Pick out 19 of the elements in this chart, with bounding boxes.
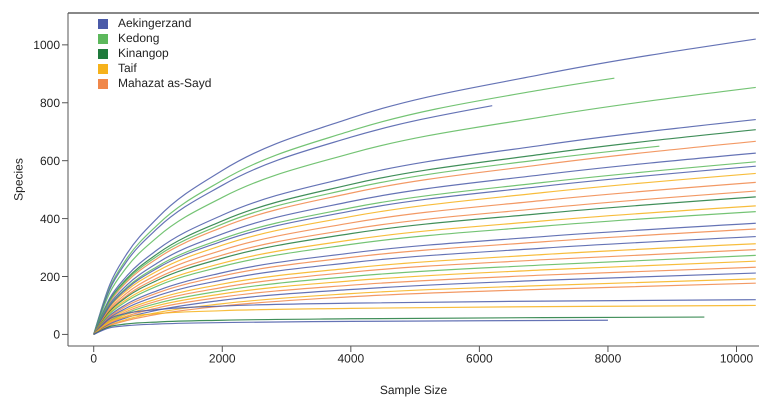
legend-label: Taif — [118, 61, 137, 76]
y-tick-label: 1000 — [33, 38, 60, 52]
y-axis-title: Species — [11, 158, 26, 201]
y-tick-label: 600 — [40, 154, 60, 168]
x-axis-title: Sample Size — [380, 383, 448, 397]
y-tick-label: 200 — [40, 270, 60, 284]
legend-label: Kedong — [118, 31, 160, 46]
y-tick-label: 400 — [40, 212, 60, 226]
y-tick-label: 800 — [40, 96, 60, 110]
legend-label: Aekingerzand — [118, 16, 192, 31]
x-tick-label: 8000 — [594, 352, 622, 366]
x-tick-label: 6000 — [466, 352, 494, 366]
x-tick-label: 10000 — [720, 352, 754, 366]
y-tick-label: 0 — [53, 328, 60, 342]
x-tick-label: 0 — [90, 352, 98, 366]
x-tick-label: 2000 — [208, 352, 236, 366]
x-tick-label: 4000 — [337, 352, 364, 366]
legend-label: Kinangop — [118, 46, 169, 61]
legend-label: Mahazat as-Sayd — [118, 76, 212, 91]
